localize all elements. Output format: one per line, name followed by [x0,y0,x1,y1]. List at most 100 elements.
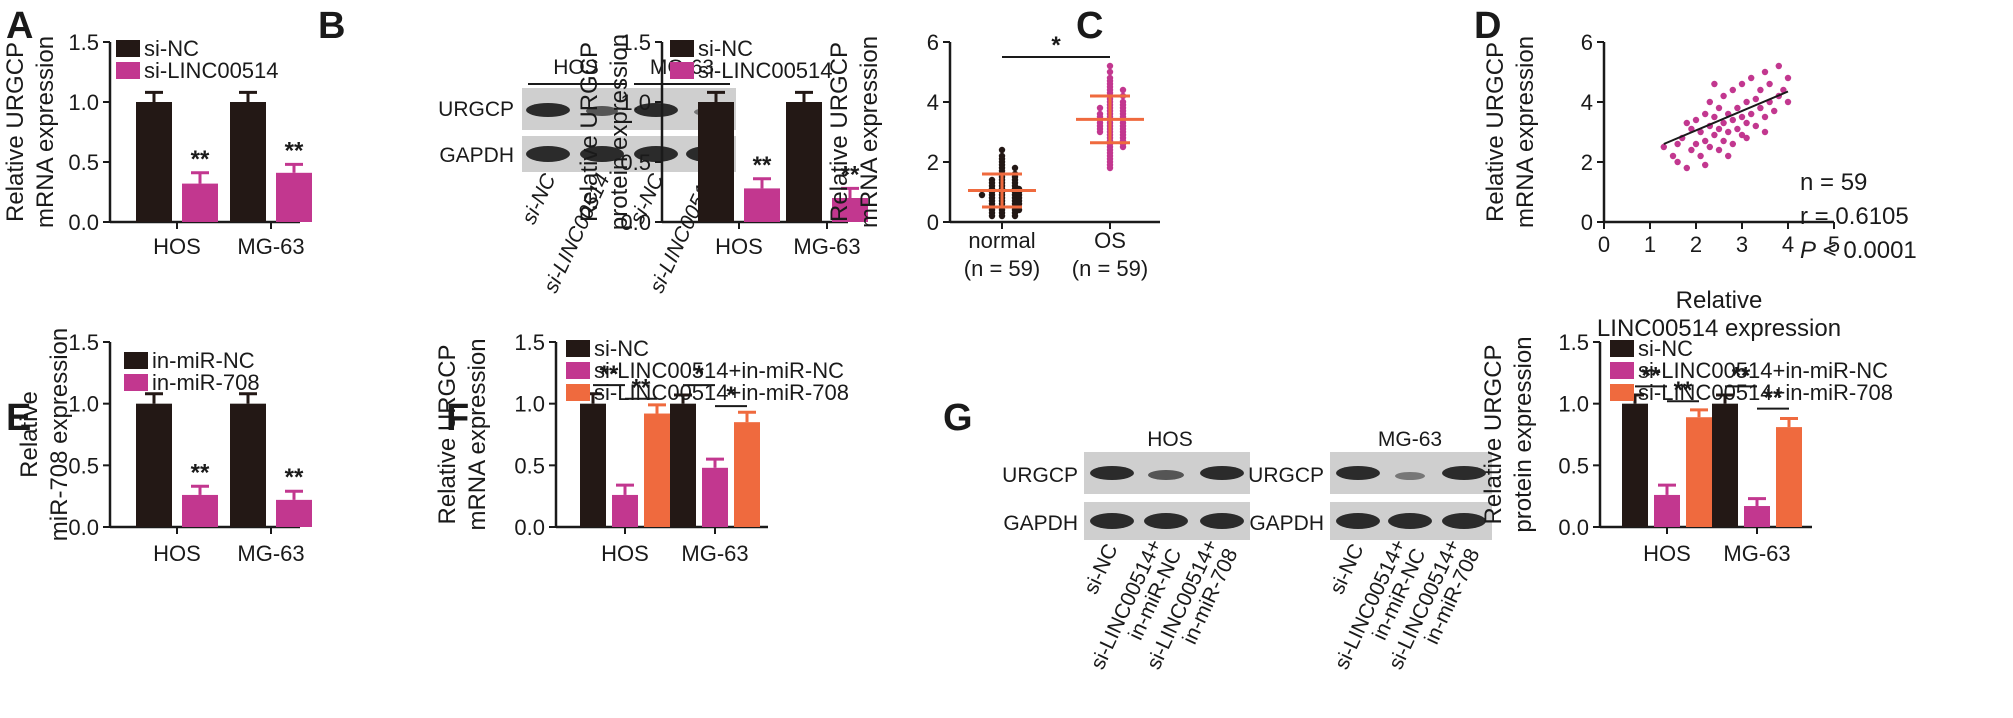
blot-g-lane-label: si-NC [1079,540,1122,597]
data-point [1784,74,1792,82]
data-point [1011,212,1019,220]
bar [276,499,312,527]
bar [1776,427,1802,527]
category-label: MG-63 [1723,541,1790,566]
data-point [1784,98,1792,106]
panel-letter-c: C [1076,5,1103,47]
blot-g: HOS MG-63 URGCP GAPDH URGCP GAPDH si-NCs… [1002,428,1492,673]
blot-b-row-urgcp: URGCP [438,98,514,121]
y-tick-label: 1.0 [514,392,545,417]
y-tick-label: 1.5 [68,30,99,55]
y-axis-label: Relative URGCP mRNA expression [434,338,491,530]
data-point [1692,140,1700,148]
data-point [1729,86,1737,94]
y-axis-label-line-0: Relative URGCP [2,42,29,222]
blot-g-mg63-title: MG-63 [1378,428,1442,451]
y-axis-label-line-1: mRNA expression [32,36,59,228]
y-tick-label: 1.0 [1558,392,1589,417]
bar [1712,403,1738,527]
legend-label: in-miR-NC [152,348,255,373]
category-label: normal (n = 59) [964,228,1040,281]
bar [702,467,728,527]
data-point [988,179,996,187]
data-point [1738,80,1746,88]
legend-label: si-LINC00514 [144,58,279,83]
legend-swatch [1610,340,1634,357]
bar [670,403,696,527]
y-tick-label: 0.0 [620,210,651,235]
data-point [1096,125,1104,133]
legend-swatch [116,62,140,79]
legend-swatch [670,40,694,57]
data-point [1720,92,1727,100]
significance-label: ** [753,152,772,179]
bar [136,403,172,527]
data-point [1761,128,1769,136]
data-point [1702,110,1709,118]
data-point [1702,137,1709,145]
blot-g-lane-line: si-NC [1325,540,1368,597]
data-point [1706,143,1714,151]
significance-label: * [694,361,704,388]
data-point [988,212,996,220]
bar [230,403,266,527]
y-axis-label-line-1: mRNA expression [1512,36,1539,228]
bar [644,413,670,527]
bar [182,183,218,222]
category-label: HOS [601,541,649,566]
data-point [1734,125,1741,133]
panel-letter-d: D [1474,5,1501,47]
bar [786,102,822,222]
chart-g: 0.0 0.5 1.0 1.5 Relative URGCP protein expres… [1480,330,1893,566]
blot-g-hos-row-gapdh: GAPDH [1003,512,1078,535]
data-point [1761,68,1769,76]
legend-swatch [566,362,590,379]
data-point [1752,95,1760,103]
y-tick-label: 1.5 [1558,330,1589,355]
significance-label: ** [285,464,304,491]
category-label: HOS [715,234,763,259]
data-point [1106,62,1114,70]
data-point [1780,86,1787,94]
y-tick-label: 0 [927,210,939,235]
data-point [1711,80,1718,88]
y-tick-label: 1.0 [620,90,651,115]
category-label: OS (n = 59) [1072,228,1148,281]
blot-g-mg-row-gapdh: GAPDH [1249,512,1324,535]
bar [230,102,266,222]
data-point [1096,104,1104,112]
data-point [1683,164,1691,172]
significance-label: ** [600,361,619,388]
y-tick-label: 4 [1581,90,1593,115]
bar [612,494,638,527]
legend-label: in-miR-708 [152,370,260,395]
blot-g-lane-label: si-NC [1325,540,1368,597]
data-point [1711,131,1718,139]
y-tick-label: 0.5 [514,453,545,478]
y-axis-label-line-0: Relative [16,391,43,478]
data-point [1660,143,1668,151]
y-tick-label: 0.0 [68,210,99,235]
bar [832,198,868,222]
category-label: MG-63 [793,234,860,259]
bar [136,102,172,222]
bar [1744,506,1770,527]
significance-label: * [726,382,736,409]
bar [698,102,734,222]
data-point [1748,110,1755,118]
blot-b-row-gapdh: GAPDH [439,144,514,167]
y-tick-label: 0.0 [68,515,99,540]
panel-letter-g: G [943,397,973,439]
data-point [1715,146,1723,154]
data-point [1106,68,1114,76]
blot-g-lane-labels: si-NCsi-LINC00514+in-miR-NCsi-LINC00514+… [1079,536,1484,673]
data-point [1752,122,1760,130]
data-point [1683,119,1691,127]
data-point [1738,131,1746,139]
y-tick-label: 0.5 [1558,453,1589,478]
data-point [1715,104,1723,112]
y-tick-label: 0.0 [1558,515,1589,540]
bar [182,494,218,527]
